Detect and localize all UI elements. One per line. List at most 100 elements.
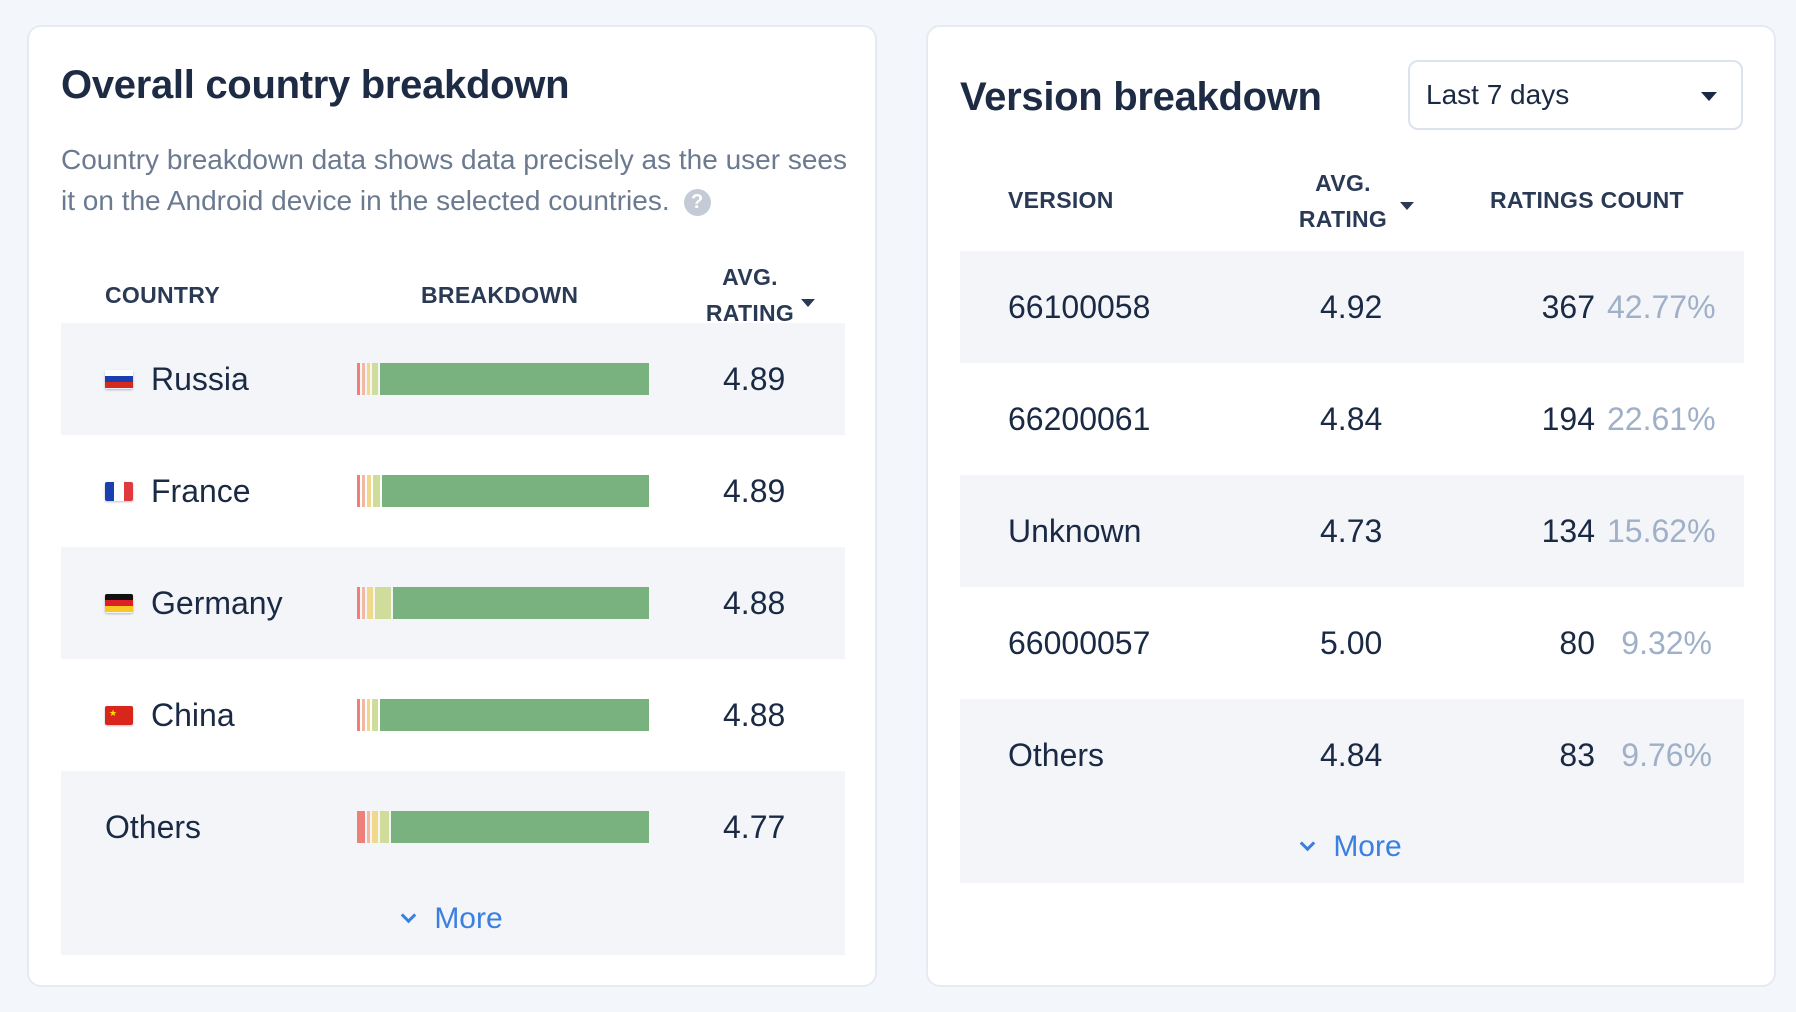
- breakdown-segment-3-star: [367, 699, 370, 731]
- breakdown-segment-5-star: [379, 363, 649, 395]
- breakdown-segment-2-star: [367, 811, 371, 843]
- country-name: China: [151, 696, 235, 733]
- country-cell: Others: [105, 771, 201, 883]
- date-range-select[interactable]: Last 7 days: [1408, 60, 1743, 130]
- ratings-count-value: 83: [1559, 736, 1595, 773]
- version-value: Unknown: [1008, 512, 1142, 549]
- column-header-avg-rating[interactable]: AVG. RATING: [695, 259, 805, 331]
- breakdown-segment-3-star: [372, 811, 379, 843]
- breakdown-segment-3-star: [367, 587, 373, 619]
- breakdown-segment-5-star: [390, 811, 649, 843]
- breakdown-segment-4-star: [372, 363, 378, 395]
- avg-rating-value: 4.92: [1320, 288, 1383, 325]
- table-row[interactable]: Unknown 4.73 134 15.62%: [960, 475, 1744, 587]
- version-value: 66000057: [1008, 624, 1151, 661]
- sort-desc-icon[interactable]: [801, 299, 815, 307]
- version-value: 66200061: [1008, 400, 1151, 437]
- column-header-breakdown: BREAKDOWN: [421, 282, 579, 308]
- ratings-percent-value: 9.32%: [1621, 624, 1712, 661]
- version-table: 66100058 4.92 367 42.77% 66200061 4.84 194 22.6…: [960, 251, 1744, 883]
- table-row[interactable]: Others 4.84 83 9.76%: [960, 699, 1744, 811]
- version-value: 66100058: [1008, 288, 1151, 325]
- breakdown-segment-3-star: [367, 363, 370, 395]
- ratings-count-cell: 80 9.32%: [1480, 587, 1712, 699]
- avg-rating-header-line2: RATING: [1298, 206, 1388, 232]
- avg-rating-header-line1: AVG.: [722, 264, 778, 290]
- country-name: Russia: [151, 360, 249, 397]
- breakdown-segment-5-star: [393, 587, 649, 619]
- rating-breakdown-bar[interactable]: [357, 587, 649, 619]
- sort-desc-icon[interactable]: [1400, 202, 1414, 210]
- more-label: More: [1333, 830, 1402, 863]
- country-name: Others: [105, 808, 202, 845]
- table-row[interactable]: Russia 4.89: [61, 323, 845, 435]
- breakdown-segment-4-star: [373, 475, 381, 507]
- ratings-count-cell: 194 22.61%: [1480, 363, 1716, 475]
- column-header-ratings-count: RATINGS COUNT: [1490, 187, 1684, 213]
- breakdown-segment-2-star: [362, 475, 365, 507]
- avg-rating-value: 4.77: [723, 808, 786, 845]
- table-row[interactable]: 66200061 4.84 194 22.61%: [960, 363, 1744, 475]
- avg-rating-value: 4.73: [1320, 512, 1383, 549]
- date-range-value: Last 7 days: [1426, 79, 1570, 110]
- country-cell: Germany: [105, 547, 283, 659]
- breakdown-segment-4-star: [374, 587, 392, 619]
- version-more-button[interactable]: More: [960, 811, 1744, 883]
- ratings-percent-value: 15.62%: [1607, 512, 1716, 549]
- description-text: Country breakdown data shows data precis…: [61, 144, 847, 216]
- country-more-button[interactable]: More: [61, 883, 845, 955]
- version-breakdown-title: Version breakdown: [960, 75, 1322, 119]
- version-value: Others: [1008, 736, 1105, 773]
- avg-rating-value: 4.84: [1320, 400, 1383, 437]
- ratings-percent-value: 42.77%: [1607, 288, 1716, 325]
- avg-rating-header-line2: RATING: [705, 300, 795, 326]
- country-breakdown-title: Overall country breakdown: [61, 63, 570, 107]
- avg-rating-value: 4.84: [1320, 736, 1383, 773]
- caret-down-icon: [1701, 92, 1717, 101]
- breakdown-segment-2-star: [362, 587, 365, 619]
- table-row[interactable]: 66000057 5.00 80 9.32%: [960, 587, 1744, 699]
- breakdown-segment-1-star: [357, 587, 360, 619]
- table-row[interactable]: France 4.89: [61, 435, 845, 547]
- rating-breakdown-bar[interactable]: [357, 475, 649, 507]
- country-name: France: [151, 472, 251, 509]
- avg-rating-value: 4.89: [723, 472, 786, 509]
- version-breakdown-card: Version breakdown Last 7 days VERSION AV…: [926, 25, 1776, 987]
- country-table: Russia 4.89 France 4.89 Germany 4.88 ★ China 4.8…: [61, 323, 845, 955]
- rating-breakdown-bar[interactable]: [357, 699, 649, 731]
- france-flag-icon: [105, 481, 133, 501]
- ratings-count-value: 134: [1541, 512, 1595, 549]
- country-breakdown-description: Country breakdown data shows data precis…: [61, 139, 861, 221]
- avg-rating-value: 4.88: [723, 584, 786, 621]
- question-circle-icon[interactable]: ?: [683, 189, 711, 216]
- breakdown-segment-4-star: [372, 699, 378, 731]
- china-flag-icon: ★: [105, 705, 133, 725]
- table-row[interactable]: Others 4.77: [61, 771, 845, 883]
- country-breakdown-card: Overall country breakdown Country breakd…: [27, 25, 877, 987]
- breakdown-segment-4-star: [380, 811, 389, 843]
- more-label: More: [434, 902, 503, 935]
- breakdown-segment-5-star: [379, 699, 649, 731]
- germany-flag-icon: [105, 593, 133, 613]
- ratings-percent-value: 9.76%: [1621, 736, 1712, 773]
- rating-breakdown-bar[interactable]: [357, 811, 649, 843]
- column-header-avg-rating[interactable]: AVG. RATING: [1288, 165, 1398, 237]
- breakdown-segment-5-star: [382, 475, 649, 507]
- ratings-count-value: 80: [1559, 624, 1595, 661]
- breakdown-segment-1-star: [357, 363, 360, 395]
- country-cell: ★ China: [105, 659, 235, 771]
- table-row[interactable]: 66100058 4.92 367 42.77%: [960, 251, 1744, 363]
- breakdown-segment-1-star: [357, 475, 360, 507]
- table-row[interactable]: Germany 4.88: [61, 547, 845, 659]
- breakdown-segment-3-star: [367, 475, 372, 507]
- chevron-down-icon: [1300, 835, 1316, 851]
- ratings-count-value: 367: [1541, 288, 1595, 325]
- ratings-count-cell: 367 42.77%: [1480, 251, 1716, 363]
- breakdown-segment-2-star: [362, 699, 365, 731]
- breakdown-segment-2-star: [362, 363, 365, 395]
- column-header-country: COUNTRY: [105, 282, 220, 308]
- table-row[interactable]: ★ China 4.88: [61, 659, 845, 771]
- ratings-count-cell: 83 9.76%: [1480, 699, 1712, 811]
- rating-breakdown-bar[interactable]: [357, 363, 649, 395]
- russia-flag-icon: [105, 369, 133, 389]
